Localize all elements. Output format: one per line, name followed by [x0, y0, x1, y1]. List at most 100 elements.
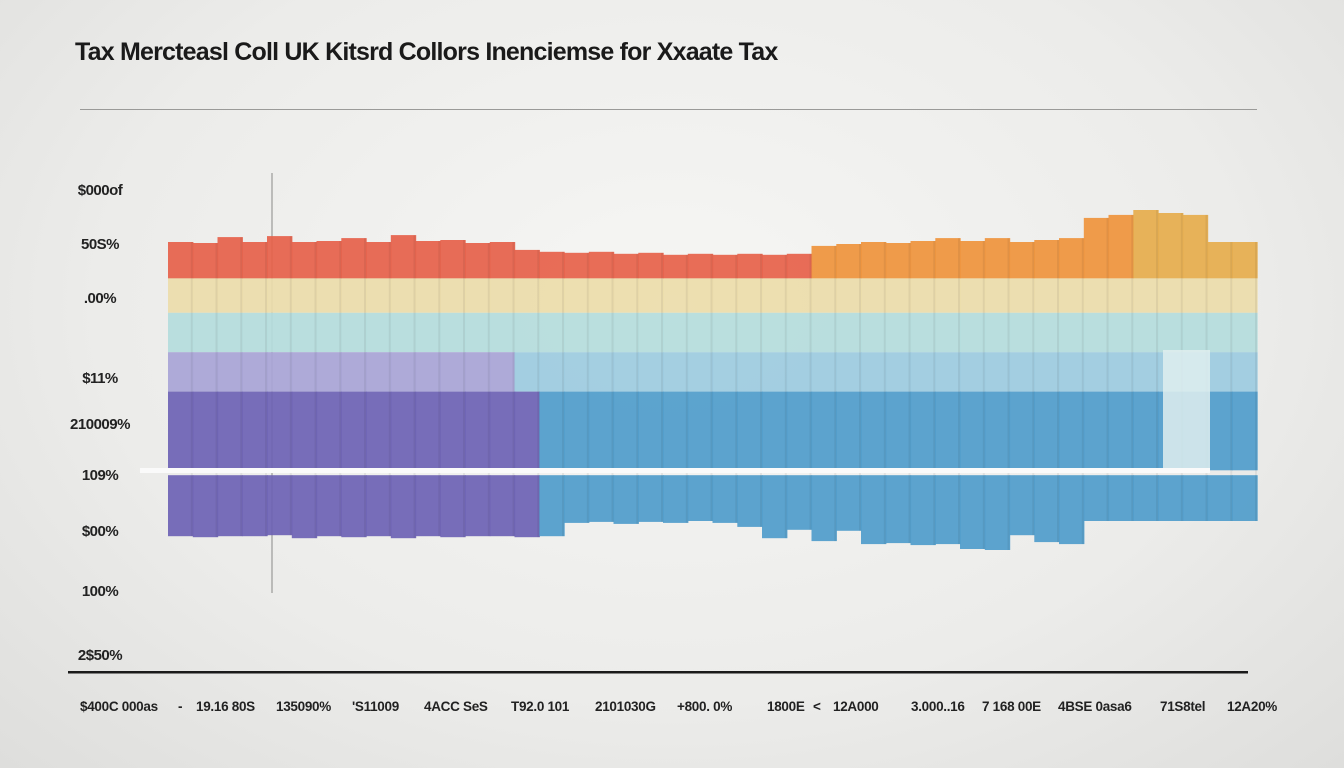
bar-segment-mid: [1009, 352, 1035, 392]
bar-segment-upper-main: [168, 391, 194, 471]
bar-segment-mid: [267, 352, 293, 392]
bar-segment-cream: [415, 278, 441, 313]
bar-segment-cream: [1108, 278, 1134, 313]
bar-segment-mid: [737, 352, 763, 392]
bar-segment-top: [910, 241, 936, 279]
bar-segment-mid: [786, 352, 813, 392]
bar-segment-pale-blue: [217, 312, 243, 353]
x-tick-label: 2101030G: [595, 699, 656, 714]
bar-segment-upper-main: [539, 391, 565, 471]
bar-segment-top: [564, 252, 590, 279]
bar-segment-top: [489, 242, 516, 279]
bar-segment-mid: [1133, 352, 1159, 392]
bar-segment-lower-main: [440, 475, 466, 538]
bar-column-edge: [1032, 242, 1035, 536]
bar-segment-top: [217, 237, 243, 279]
bar-segment-top: [984, 238, 1011, 279]
bar-segment-pale-blue: [489, 312, 516, 353]
bar-segment-cream: [341, 278, 367, 313]
bar-segment-mid: [192, 352, 219, 392]
bar-segment-pale-blue: [168, 312, 194, 353]
bar-segment-pale-blue: [1133, 312, 1159, 353]
bar-column-edge: [809, 253, 812, 530]
bar-segment-top: [861, 242, 887, 279]
bar-segment-pale-blue: [638, 312, 664, 353]
bar-segment-cream: [687, 278, 714, 313]
bar-segment-pale-blue: [1083, 312, 1110, 353]
y-tick-label: $00%: [81, 523, 119, 540]
bar-segment-mid: [935, 352, 961, 392]
bar-segment-cream: [984, 278, 1011, 313]
bar-segment-upper-main: [1108, 391, 1134, 471]
bar-segment-mid: [1207, 352, 1233, 392]
bar-column-edge: [364, 238, 366, 538]
bar-segment-lower-main: [1034, 475, 1060, 543]
bar-column-edge: [190, 242, 193, 537]
bar-segment-pale-blue: [539, 312, 565, 353]
bar-segment-cream: [613, 278, 639, 313]
bar-segment-lower-main: [415, 475, 441, 537]
bar-segment-lower-main: [984, 475, 1011, 550]
bar-segment-lower-main: [1207, 475, 1233, 521]
bar-column-edge: [265, 242, 267, 537]
y-tick-label: 50S%: [80, 236, 120, 253]
bar-segment-lower-main: [1133, 475, 1159, 521]
bar-column-edge: [512, 242, 515, 537]
bar-segment-lower-main: [836, 475, 862, 531]
bar-column-edge: [1007, 238, 1010, 550]
bar-segment-lower-main: [1232, 475, 1258, 521]
bar-column-edge: [834, 245, 837, 542]
bar-segment-upper-main: [341, 391, 367, 471]
bar-segment-pale-blue: [1232, 312, 1258, 353]
bar-column-edge: [215, 243, 218, 538]
bar-segment-top: [737, 253, 763, 279]
bar-segment-pale-blue: [737, 312, 763, 353]
bar-segment-pale-blue: [687, 312, 714, 353]
bar-segment-cream: [1158, 278, 1184, 313]
chart-title: Tax Merctеasl Coll UK Kitsrd Collors Ine…: [75, 38, 778, 66]
bar-segment-pale-blue: [762, 312, 788, 353]
bar-segment-cream: [1059, 278, 1085, 313]
bar-segment-top: [1207, 242, 1233, 279]
y-tick-label: $000of: [77, 182, 123, 199]
bar-segment-lower-main: [910, 475, 936, 546]
bar-segment-lower-main: [885, 475, 912, 544]
x-tick-label: 71S8tel: [1160, 699, 1206, 714]
bar-segment-cream: [390, 278, 417, 313]
bar-segment-lower-main: [811, 475, 837, 542]
bar-segment-top: [192, 243, 219, 279]
bar-segment-upper-main: [1232, 391, 1258, 471]
bar-segment-top: [316, 241, 342, 279]
x-tick-label: 4BSE 0asa6: [1058, 699, 1132, 714]
bar-segment-pale-blue: [1158, 312, 1184, 353]
bar-segment-cream: [316, 278, 342, 313]
bar-segment-pale-blue: [861, 312, 887, 353]
bar-segment-upper-main: [910, 391, 936, 471]
bar-column-edge: [1131, 214, 1134, 521]
bar-column-edge: [685, 254, 688, 523]
bar-segment-mid: [885, 352, 912, 392]
bar-segment-top: [1059, 238, 1085, 279]
bar-segment-top: [1232, 242, 1258, 279]
bar-segment-lower-main: [1083, 475, 1110, 521]
bar-segment-cream: [588, 278, 615, 313]
bar-segment-lower-main: [1182, 475, 1209, 521]
bar-segment-mid: [366, 352, 392, 392]
bar-column-edge: [487, 243, 490, 537]
bar-segment-upper-main: [291, 391, 318, 471]
bar-segment-lower-main: [168, 475, 194, 537]
bar-segment-lower-main: [267, 475, 293, 536]
bar-segment-pale-blue: [588, 312, 615, 353]
bar-segment-upper-main: [1059, 391, 1085, 471]
bar-column-edge: [463, 240, 465, 538]
bar-segment-top: [885, 243, 912, 279]
bar-segment-top: [440, 240, 466, 279]
bar-segment-upper-main: [960, 391, 986, 471]
bar-segment-pale-blue: [341, 312, 367, 353]
bar-segment-mid: [390, 352, 417, 392]
bar-segment-top: [762, 254, 788, 279]
bar-segment-mid: [539, 352, 565, 392]
bar-column-edge: [1081, 238, 1084, 545]
bar-segment-pale-blue: [192, 312, 219, 353]
